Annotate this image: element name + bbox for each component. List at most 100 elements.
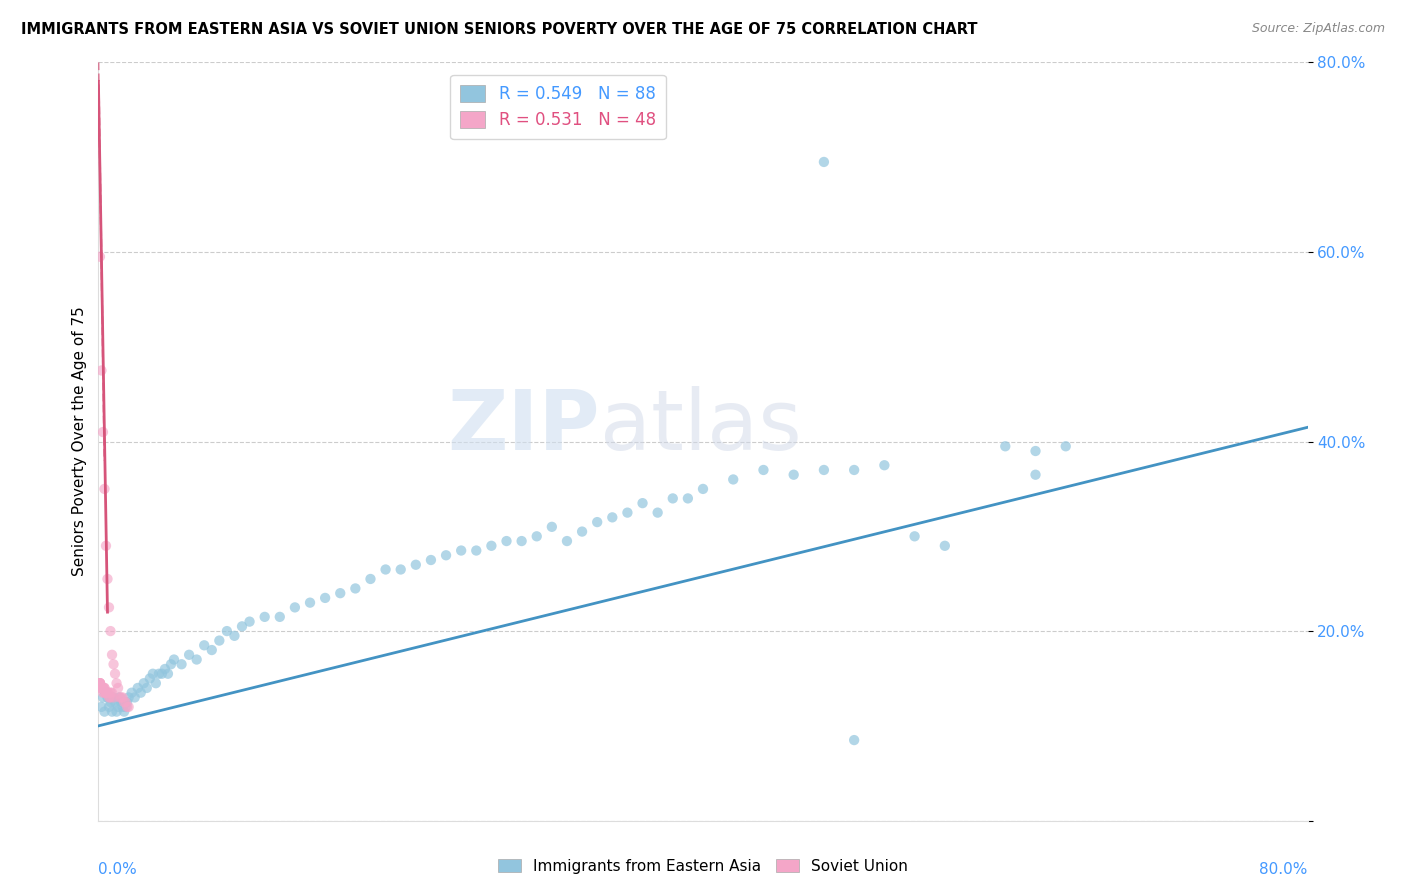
Point	[94, 686, 117, 700]
Point	[96, 572, 118, 586]
Point	[101, 648, 124, 662]
Point	[100, 624, 122, 639]
Point	[813, 463, 835, 477]
Point	[112, 705, 135, 719]
Point	[100, 695, 122, 709]
Point	[132, 676, 155, 690]
Point	[107, 681, 129, 695]
Point	[239, 615, 262, 629]
Point	[91, 681, 114, 695]
Point	[93, 705, 115, 719]
Point	[112, 695, 135, 709]
Point	[526, 529, 548, 543]
Legend: Immigrants from Eastern Asia, Soviet Union: Immigrants from Eastern Asia, Soviet Uni…	[492, 853, 914, 880]
Point	[124, 690, 146, 705]
Point	[96, 686, 118, 700]
Point	[571, 524, 593, 539]
Point	[142, 666, 165, 681]
Point	[481, 539, 503, 553]
Point	[90, 681, 112, 695]
Point	[110, 690, 132, 705]
Point	[135, 681, 157, 695]
Point	[676, 491, 699, 506]
Point	[344, 582, 367, 596]
Point	[96, 686, 118, 700]
Point	[495, 534, 517, 549]
Point	[101, 686, 124, 700]
Point	[103, 690, 125, 705]
Point	[904, 529, 927, 543]
Point	[121, 686, 143, 700]
Point	[98, 686, 121, 700]
Point	[111, 699, 134, 714]
Point	[465, 543, 488, 558]
Point	[105, 676, 128, 690]
Point	[434, 548, 457, 563]
Point	[98, 690, 121, 705]
Point	[114, 699, 136, 714]
Point	[91, 681, 114, 695]
Point	[179, 648, 201, 662]
Point	[94, 686, 117, 700]
Point	[284, 600, 307, 615]
Point	[104, 695, 127, 709]
Point	[1024, 444, 1046, 458]
Point	[405, 558, 427, 572]
Point	[723, 473, 745, 487]
Point	[389, 562, 412, 576]
Text: 0.0%: 0.0%	[98, 863, 138, 878]
Point	[115, 699, 138, 714]
Point	[540, 520, 562, 534]
Point	[1054, 439, 1077, 453]
Point	[844, 733, 866, 747]
Point	[96, 690, 118, 705]
Point	[661, 491, 683, 506]
Point	[873, 458, 896, 473]
Point	[93, 482, 115, 496]
Point	[783, 467, 806, 482]
Point	[156, 666, 179, 681]
Point	[98, 699, 121, 714]
Point	[108, 690, 131, 705]
Point	[98, 600, 121, 615]
Point	[90, 699, 112, 714]
Point	[101, 705, 124, 719]
Point	[118, 690, 141, 705]
Point	[631, 496, 654, 510]
Point	[314, 591, 336, 605]
Text: IMMIGRANTS FROM EASTERN ASIA VS SOVIET UNION SENIORS POVERTY OVER THE AGE OF 75 : IMMIGRANTS FROM EASTERN ASIA VS SOVIET U…	[21, 22, 977, 37]
Point	[510, 534, 533, 549]
Point	[89, 676, 111, 690]
Point	[163, 652, 186, 666]
Point	[89, 676, 111, 690]
Point	[148, 666, 170, 681]
Text: Source: ZipAtlas.com: Source: ZipAtlas.com	[1251, 22, 1385, 36]
Point	[231, 619, 253, 633]
Point	[118, 699, 141, 714]
Point	[90, 681, 112, 695]
Point	[193, 638, 215, 652]
Point	[586, 515, 609, 529]
Text: ZIP: ZIP	[447, 386, 600, 467]
Point	[150, 666, 173, 681]
Point	[420, 553, 443, 567]
Point	[602, 510, 624, 524]
Point	[752, 463, 775, 477]
Point	[145, 676, 167, 690]
Point	[94, 539, 117, 553]
Point	[103, 657, 125, 672]
Point	[110, 695, 132, 709]
Point	[299, 596, 322, 610]
Point	[115, 695, 138, 709]
Point	[555, 534, 578, 549]
Y-axis label: Seniors Poverty Over the Age of 75: Seniors Poverty Over the Age of 75	[72, 307, 87, 576]
Point	[616, 506, 638, 520]
Point	[994, 439, 1017, 453]
Point	[90, 681, 112, 695]
Point	[127, 681, 149, 695]
Point	[844, 463, 866, 477]
Point	[360, 572, 382, 586]
Point	[813, 155, 835, 169]
Point	[90, 363, 112, 377]
Point	[253, 610, 276, 624]
